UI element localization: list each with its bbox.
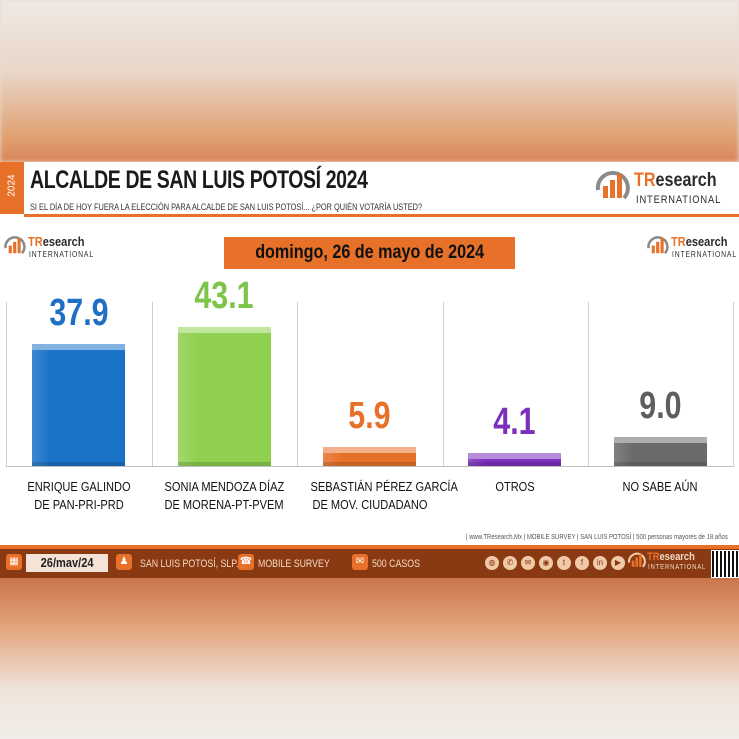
- chat-cases-icon: ✉: [352, 554, 368, 570]
- brand-logo-footer: TResearch INTERNATIONAL: [627, 551, 707, 575]
- facebook-icon[interactable]: f: [575, 556, 589, 570]
- chart-baseline: [6, 466, 734, 467]
- category-label: SEBASTIÁN PÉREZ GARCÍA DE MOV. CIUDADANO: [310, 479, 458, 512]
- linkedin-icon[interactable]: in: [593, 556, 607, 570]
- brand-logo-left: TResearch INTERNATIONAL: [3, 234, 98, 262]
- footer-date: 26/mav/24: [26, 554, 108, 572]
- chart-logo-icon: [4, 236, 26, 255]
- blurred-background-top: [0, 0, 739, 162]
- side-year-tab: 2024: [0, 162, 24, 214]
- qr-code[interactable]: [711, 550, 739, 578]
- page-subtitle: SI EL DÍA DE HOY FUERA LA ELECCIÓN PARA …: [30, 202, 423, 212]
- youtube-icon[interactable]: ▶: [611, 556, 625, 570]
- chart-logo-icon: [647, 236, 669, 255]
- bar-value-label: 9.0: [639, 385, 682, 427]
- column-divider: [152, 302, 153, 467]
- blurred-background-bottom: [0, 578, 739, 739]
- footer-method: MOBILE SURVEY: [258, 558, 330, 570]
- camera-icon[interactable]: ◉: [539, 556, 553, 570]
- footer-cases: 500 CASOS: [372, 558, 420, 570]
- bar-value-label: 5.9: [348, 394, 391, 437]
- category-label: SONIA MENDOZA DÍAZ DE MORENA-PT-PVEM: [164, 479, 285, 512]
- category-label: OTROS: [495, 479, 535, 494]
- column-divider: [6, 302, 7, 467]
- footer-accent-line: [0, 545, 739, 549]
- page-title: ALCALDE DE SAN LUIS POTOSÍ 2024: [30, 166, 368, 194]
- bar-4: [468, 452, 562, 466]
- chart-logo-icon: [628, 552, 646, 568]
- twitter-icon[interactable]: t: [557, 556, 571, 570]
- calendar-icon: ▦: [6, 554, 22, 570]
- column-divider: [733, 302, 734, 467]
- chart-logo-icon: [595, 170, 630, 200]
- footer-place: SAN LUIS POTOSÍ, SLP.: [140, 558, 239, 570]
- user-location-icon: ♟: [116, 554, 132, 570]
- column-divider: [297, 302, 298, 467]
- survey-date-banner: domingo, 26 de mayo de 2024: [224, 237, 515, 269]
- phone-survey-icon: ☎: [238, 554, 254, 570]
- bar-value-label: 37.9: [49, 291, 109, 334]
- category-label: NO SABE AÚN: [622, 479, 698, 494]
- bar-2: [177, 327, 271, 466]
- bar-1: [32, 343, 126, 466]
- bar-3: [323, 446, 416, 466]
- poll-card: 2024 ALCALDE DE SAN LUIS POTOSÍ 2024 SI …: [0, 162, 739, 578]
- bar-5: [613, 437, 707, 466]
- brand-logo-right: TResearch INTERNATIONAL: [646, 234, 738, 262]
- header-divider: [24, 214, 739, 217]
- column-divider: [443, 302, 444, 467]
- whatsapp-icon[interactable]: ✆: [503, 556, 517, 570]
- column-divider: [588, 302, 589, 467]
- category-label: ENRIQUE GALINDO DE PAN-PRI-PRD: [27, 479, 131, 512]
- bar-value-label: 43.1: [194, 275, 254, 318]
- brand-logo-header: TResearch INTERNATIONAL: [594, 168, 734, 210]
- email-icon[interactable]: ✉: [521, 556, 535, 570]
- bar-value-label: 4.1: [493, 400, 537, 443]
- web-icon[interactable]: ◍: [485, 556, 499, 570]
- source-note: | www.TResearch.Mx | MOBILE SURVEY | SAN…: [466, 534, 728, 541]
